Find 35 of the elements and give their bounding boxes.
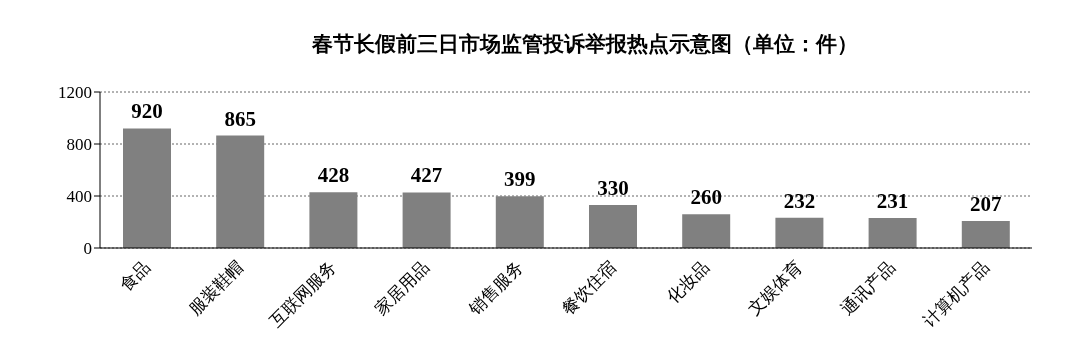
x-tick-label: 食品 xyxy=(115,256,154,296)
bar xyxy=(868,217,917,248)
y-tick-label: 800 xyxy=(66,135,92,155)
bar xyxy=(495,196,544,248)
chart-title: 春节长假前三日市场监管投诉举报热点示意图（单位：件） xyxy=(311,31,859,58)
data-label: 428 xyxy=(317,163,350,188)
x-tick-label: 化妆品 xyxy=(662,256,713,308)
data-label: 260 xyxy=(690,185,722,210)
bar xyxy=(309,192,358,248)
bar xyxy=(589,205,637,248)
x-tick-label: 销售服务 xyxy=(463,256,527,320)
x-tick-label: 计算机产品 xyxy=(918,256,993,332)
bar xyxy=(775,217,824,248)
bar xyxy=(402,192,451,248)
x-tick-label: 家居用品 xyxy=(371,256,434,320)
bar xyxy=(123,128,171,248)
y-tick-label: 0 xyxy=(83,239,92,259)
x-tick-label: 文娱体育 xyxy=(743,256,807,320)
data-label: 427 xyxy=(410,163,443,188)
x-tick-label: 通讯产品 xyxy=(837,256,900,320)
data-label: 865 xyxy=(224,106,256,131)
data-label: 207 xyxy=(970,192,1002,217)
bar xyxy=(682,214,731,248)
data-label: 399 xyxy=(504,167,536,192)
y-tick-label: 1200 xyxy=(58,83,92,103)
y-tick-label: 400 xyxy=(66,187,92,207)
bar xyxy=(961,221,1010,248)
x-tick-label: 餐饮住宿 xyxy=(557,256,620,320)
data-label: 232 xyxy=(783,188,816,213)
x-tick-label: 互联网服务 xyxy=(265,256,341,332)
data-label: 231 xyxy=(876,188,909,213)
data-label: 330 xyxy=(597,176,629,201)
data-label: 920 xyxy=(131,99,163,124)
x-tick-label: 服装鞋帽 xyxy=(184,256,247,320)
bar xyxy=(216,135,265,248)
